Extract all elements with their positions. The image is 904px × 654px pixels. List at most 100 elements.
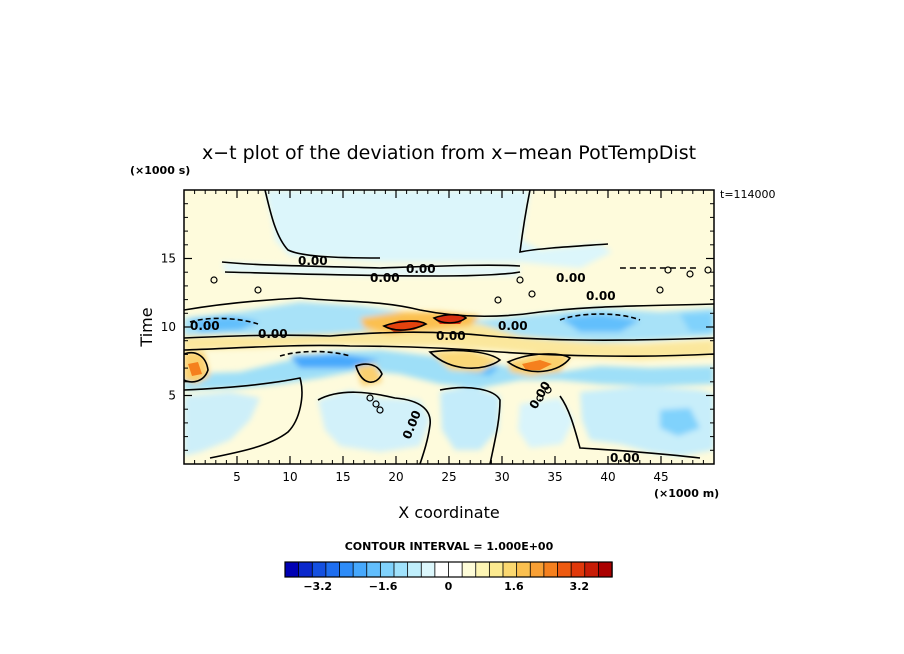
contour-ring [536,394,544,402]
contour-ring [372,400,380,408]
contour-line [439,386,501,464]
contour-ring [366,394,374,402]
x-axis: 5 10 15 20 25 30 35 40 45 [194,190,704,484]
colorbar-swatch [339,561,354,578]
warm-blob-27-8 [430,350,500,372]
contour-ring [664,266,672,274]
contour-ring [494,296,502,304]
colorbar-frame [284,561,613,578]
colorbar-swatch [516,561,531,578]
colorbar-swatch [597,561,613,578]
warm-band-9 [184,322,714,360]
colorbar-swatch [407,561,422,578]
contour-line [264,190,381,259]
contour-ring [686,270,694,278]
contour-label: 0.00 [370,271,400,285]
contour-line [506,353,572,373]
contour-line [355,363,383,383]
cool-region-lower-center [440,386,500,450]
colorbar-swatch [543,561,559,578]
time-annotation: t=114000 [720,188,776,201]
colorbar-tick-label: −3.2 [303,580,332,593]
contour-line [428,349,502,369]
contour-ring [528,290,536,298]
contour-line [559,395,701,459]
hot-core-4 [188,362,202,376]
cool-region-lower-right [580,386,714,456]
colorbar-swatch [475,561,491,578]
hot-core-3 [522,360,552,370]
contour-line [184,344,714,357]
contour-line [432,313,468,324]
colorbar-tick-label: 0 [445,580,453,593]
colorbar [284,561,613,578]
cool-core-right [560,314,640,332]
x-unit-label: (×1000 m) [654,487,719,500]
x-tick-label: 15 [335,470,350,484]
y-axis: 5 10 15 [161,203,714,451]
cool-region-lower-left [184,392,260,456]
contour-line [184,297,714,318]
x-tick-label: 25 [441,470,456,484]
colorbar-swatch [393,561,409,578]
x-tick-label: 5 [233,470,241,484]
y-tick-label: 5 [168,389,176,403]
contour-lines [184,190,714,464]
x-tick-label: 30 [494,470,509,484]
shading-fields [184,190,714,456]
contour-interval-text: CONTOUR INTERVAL = 1.000E+00 [345,540,554,553]
cool-region-mid-right [518,398,574,448]
contour-line [317,391,431,464]
contour-label: 0.00 [610,451,640,465]
colorbar-tick-labels: −3.2 −1.6 0 1.6 3.2 [303,580,589,593]
colorbar-swatch [570,561,586,578]
colorbar-swatch [311,561,327,578]
contour-line [224,271,521,277]
colorbar-swatch [557,561,572,578]
cool-region-top [265,190,612,268]
contour-ring [210,276,218,284]
contour-ring [704,266,712,274]
contour-ring [254,286,262,294]
colorbar-tick-label: 1.6 [504,580,524,593]
x-tick-label: 45 [653,470,668,484]
x-tick-label: 40 [600,470,615,484]
contour-label: 0.00 [498,319,528,333]
contour-line [221,261,521,269]
contour-line [559,313,641,321]
colorbar-swatch [325,561,341,578]
colorbar-swatch [420,561,436,578]
contour-ring [516,276,524,284]
y-unit-label: (×1000 s) [130,164,190,177]
chart-title: x−t plot of the deviation from x−mean Po… [202,142,696,164]
contour-label: 0.00 [190,319,220,333]
y-tick-label: 10 [161,320,176,334]
contour-ring [544,386,552,394]
contour-line [184,352,209,383]
x-axis-label: X coordinate [398,503,499,522]
x-tick-label: 10 [282,470,297,484]
contour-line [184,377,303,459]
cool-region-lower-mid [318,390,430,452]
colorbar-tick-label: 3.2 [570,580,590,593]
colorbar-swatch [366,561,382,578]
contour-label: 0.00 [406,262,436,276]
contour-label: 0.00 [436,329,466,343]
colorbar-swatch [298,561,313,578]
contour-noise [210,266,712,414]
contour-ring [656,286,664,294]
plot-area: 0.00 0.00 0.00 0.00 0.00 0.00 0.00 0.00 … [184,190,714,465]
contour-label: 0.00 [586,289,616,303]
contour-label: 0.00 [258,327,288,341]
contour-line [189,317,259,325]
contour-label: 0.00 [298,254,328,268]
x-tick-label: 35 [547,470,562,484]
colorbar-swatch [529,561,545,578]
colorbar-swatch [434,561,450,578]
contour-ring [376,406,384,414]
colorbar-swatch [488,561,504,578]
contour-line [279,350,351,357]
cool-core-center [290,354,380,368]
colorbar-swatch [352,561,368,578]
